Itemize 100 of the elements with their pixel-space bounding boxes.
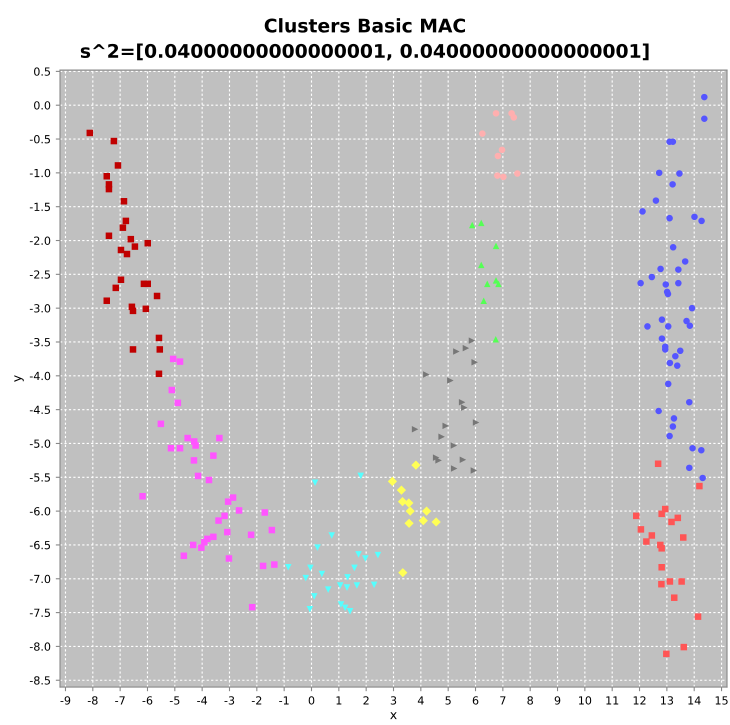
- point: [328, 532, 335, 539]
- y-tick-label: -1.0: [30, 168, 50, 178]
- point: [478, 262, 485, 268]
- y-tick-label: -7.5: [30, 608, 50, 617]
- point: [144, 280, 152, 288]
- point: [484, 280, 491, 288]
- point: [224, 498, 232, 505]
- x-tick-label: 7: [500, 696, 506, 704]
- point: [669, 181, 676, 188]
- point: [648, 532, 656, 539]
- point: [648, 274, 656, 280]
- y-tick-label: -3.5: [30, 338, 50, 346]
- point: [310, 593, 318, 600]
- point: [110, 138, 118, 144]
- point: [176, 444, 184, 452]
- point: [158, 420, 164, 428]
- y-tick-label: -5.0: [30, 439, 50, 448]
- point: [307, 564, 314, 572]
- point: [666, 578, 674, 585]
- point: [461, 404, 468, 411]
- point: [398, 568, 408, 578]
- point: [689, 444, 696, 452]
- point: [226, 555, 232, 562]
- x-tick-label: -8: [88, 696, 98, 705]
- x-tick-label: -7: [115, 696, 125, 704]
- point: [216, 434, 223, 442]
- y-axis-title: y: [14, 375, 24, 382]
- point: [492, 110, 500, 117]
- point: [411, 460, 421, 470]
- point: [644, 323, 651, 330]
- point: [680, 644, 688, 650]
- point: [106, 186, 112, 192]
- point: [632, 512, 640, 520]
- point: [472, 419, 480, 426]
- point: [206, 476, 212, 484]
- point: [122, 218, 130, 224]
- x-tick-label: 3: [390, 696, 396, 705]
- x-tick-label: 5: [446, 696, 451, 705]
- point: [498, 146, 506, 154]
- point: [120, 198, 128, 205]
- point: [514, 170, 521, 177]
- point: [318, 570, 326, 578]
- point: [224, 528, 231, 536]
- y-tick-label: -4.0: [30, 372, 50, 380]
- x-tick-label: -4: [197, 696, 208, 704]
- point: [495, 280, 502, 288]
- point: [674, 514, 682, 522]
- point: [342, 604, 348, 612]
- y-tick-label: -3.0: [30, 304, 50, 313]
- point: [458, 398, 466, 406]
- y-tick-label: -5.5: [30, 473, 50, 482]
- point: [406, 506, 415, 516]
- x-tick-label: 11: [606, 696, 618, 704]
- point: [686, 398, 693, 406]
- point: [236, 507, 242, 514]
- point: [346, 608, 354, 614]
- point: [666, 360, 674, 366]
- point: [677, 348, 684, 354]
- x-tick-label: -1: [279, 696, 289, 704]
- point: [139, 492, 146, 500]
- y-tick-label: -7.0: [30, 574, 50, 584]
- point: [114, 162, 122, 169]
- point: [404, 498, 414, 508]
- point: [480, 297, 487, 304]
- x-tick-label: 4: [418, 696, 424, 704]
- point: [312, 479, 318, 486]
- point: [357, 472, 364, 480]
- point: [670, 415, 678, 422]
- point: [494, 152, 502, 160]
- point: [355, 551, 362, 558]
- point: [658, 335, 666, 342]
- point: [370, 582, 378, 588]
- point: [314, 544, 321, 551]
- x-tick-label: 0: [308, 696, 314, 705]
- point: [680, 534, 687, 541]
- point: [682, 258, 688, 265]
- point: [639, 208, 646, 215]
- point: [174, 400, 182, 406]
- x-tick-label: 2: [363, 696, 369, 704]
- y-tick-label: -8.5: [30, 676, 50, 685]
- point: [670, 423, 676, 430]
- point: [351, 564, 358, 572]
- point: [694, 613, 702, 620]
- x-tick-label: -6: [142, 696, 152, 705]
- y-tick-label: 0.5: [34, 67, 50, 76]
- point: [678, 578, 685, 585]
- point: [701, 94, 708, 100]
- point: [657, 266, 664, 272]
- point: [442, 422, 449, 430]
- point: [156, 370, 162, 378]
- x-tick-label: 12: [634, 696, 646, 704]
- point: [468, 222, 476, 228]
- point: [192, 442, 199, 449]
- point: [668, 518, 675, 526]
- point: [699, 474, 706, 482]
- point: [106, 232, 112, 240]
- point: [462, 344, 470, 352]
- point: [118, 276, 124, 284]
- x-tick-label: 1: [336, 696, 342, 704]
- point: [112, 284, 120, 292]
